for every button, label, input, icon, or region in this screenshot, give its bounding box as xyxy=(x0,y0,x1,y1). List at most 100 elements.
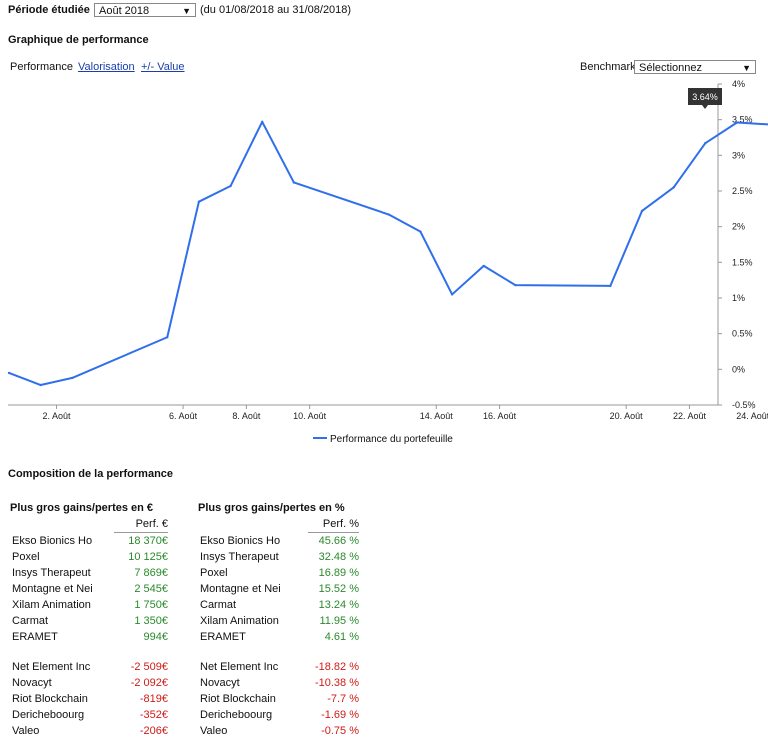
data-point[interactable] xyxy=(197,200,201,203)
y-tick-label: 1.5% xyxy=(732,257,753,267)
x-tick-label: 14. Août xyxy=(420,411,454,421)
row-value: 11.95 % xyxy=(319,615,359,627)
legend-item-portfolio[interactable]: Performance du portefeuille xyxy=(330,434,453,445)
row-value: 16.89 % xyxy=(318,567,359,579)
table-spacer xyxy=(12,645,168,659)
tab-valorisation[interactable]: Valorisation xyxy=(78,61,135,73)
row-value: 18 370€ xyxy=(128,535,168,547)
row-name[interactable]: Net Element Inc xyxy=(12,661,91,673)
data-point[interactable] xyxy=(166,336,169,339)
row-name[interactable]: Dericheboourg xyxy=(12,709,85,721)
row-value: 1 750€ xyxy=(134,599,168,611)
data-point[interactable] xyxy=(482,264,485,268)
data-point[interactable] xyxy=(704,142,707,145)
row-value: 10 125€ xyxy=(128,551,168,563)
series-line-performance xyxy=(8,120,768,387)
tab-performance[interactable]: Performance xyxy=(10,61,73,73)
data-point[interactable] xyxy=(7,371,11,375)
row-name[interactable]: Novacyt xyxy=(12,677,52,689)
row-name[interactable]: Insys Therapeut xyxy=(12,567,91,579)
table-row: Montagne et Nei 15.52 % xyxy=(200,581,359,597)
table-eur-title: Plus gros gains/pertes en € xyxy=(10,502,154,514)
row-name[interactable]: Ekso Bionics Ho xyxy=(200,534,281,547)
row-name[interactable]: Riot Blockchain xyxy=(12,693,88,705)
row-value: 45.66 % xyxy=(318,535,359,547)
period-select-value: Août 2018 xyxy=(99,5,150,17)
period-range: (du 01/08/2018 au 31/08/2018) xyxy=(200,4,352,16)
column-header: Perf. € xyxy=(114,516,168,533)
row-value: -2 092€ xyxy=(130,677,168,689)
row-name[interactable]: ERAMET xyxy=(12,631,58,643)
benchmark-select[interactable]: Sélectionnez ▼ xyxy=(634,60,756,74)
x-tick-label: 10. Août xyxy=(293,411,327,421)
table-row: Valeo -206€ xyxy=(12,723,168,739)
period-select[interactable]: Août 2018 ▼ xyxy=(94,3,196,17)
data-point[interactable] xyxy=(450,293,454,296)
row-value: 32.48 % xyxy=(318,551,359,563)
table-row: ERAMET 994€ xyxy=(12,629,168,645)
row-value: -819€ xyxy=(139,693,168,705)
table-row: Poxel 16.89 % xyxy=(200,565,359,581)
row-value: 7 869€ xyxy=(134,567,168,579)
x-tick-label: 24. Août xyxy=(736,411,768,421)
x-tick-label: 8. Août xyxy=(232,411,261,421)
data-point[interactable] xyxy=(71,376,74,380)
row-name[interactable]: ERAMET xyxy=(200,631,246,643)
table-row: Dericheboourg -1.69 % xyxy=(200,707,359,723)
table-row: Dericheboourg -352€ xyxy=(12,707,168,723)
row-value: 15.52 % xyxy=(318,583,359,595)
row-value: -10.38 % xyxy=(314,677,359,689)
row-name[interactable]: Valeo xyxy=(200,725,228,737)
table-row: Net Element Inc -2 509€ xyxy=(12,659,168,675)
table-pct: Perf. % Ekso Bionics Ho 45.66 % Insys Thera… xyxy=(200,516,359,739)
data-point[interactable] xyxy=(229,184,232,188)
period-label: Période étudiée : xyxy=(8,4,97,16)
data-point[interactable] xyxy=(609,284,612,288)
row-name[interactable]: Dericheboourg xyxy=(200,709,273,721)
data-point[interactable] xyxy=(292,181,296,184)
tab-plus-minus-value[interactable]: +/- Value xyxy=(141,61,185,73)
row-value: -0.75 % xyxy=(321,725,359,737)
data-point[interactable] xyxy=(387,213,390,216)
row-name[interactable]: Xilam Animation xyxy=(12,599,91,611)
table-row: Carmat 1 350€ xyxy=(12,613,168,629)
x-tick-label: 6. Août xyxy=(169,411,198,421)
table-row: Net Element Inc -18.82 % xyxy=(200,659,359,675)
data-point[interactable] xyxy=(735,121,739,124)
data-point[interactable] xyxy=(514,283,517,287)
data-point[interactable] xyxy=(672,186,675,189)
row-name[interactable]: Ekso Bionics Ho xyxy=(12,534,93,547)
table-row: Carmat 13.24 % xyxy=(200,597,359,613)
performance-chart: 4% 3.5% 3% 2.5% 2% 1.5% 1% 0.5% 0% -0.5% 2. Août 6… xyxy=(7,79,768,445)
row-name[interactable]: Poxel xyxy=(12,551,40,563)
data-point[interactable] xyxy=(640,209,644,213)
table-row: Novacyt -2 092€ xyxy=(12,675,168,691)
benchmark-select-value: Sélectionnez xyxy=(639,62,702,74)
row-name[interactable]: Insys Therapeut xyxy=(200,551,279,563)
row-value: 1 350€ xyxy=(134,615,168,627)
row-name[interactable]: Novacyt xyxy=(200,677,240,689)
row-value: 994€ xyxy=(143,631,168,643)
benchmark-label: Benchmark : xyxy=(580,61,642,73)
x-tick-label: 22. Août xyxy=(673,411,707,421)
row-name[interactable]: Poxel xyxy=(200,567,228,579)
row-name[interactable]: Montagne et Nei xyxy=(200,583,281,595)
table-row: Poxel 10 125€ xyxy=(12,549,168,565)
row-name[interactable]: Net Element Inc xyxy=(200,661,279,673)
row-value: 13.24 % xyxy=(318,599,359,611)
row-name[interactable]: Carmat xyxy=(200,599,237,611)
row-value: -206€ xyxy=(139,725,168,737)
data-point[interactable] xyxy=(419,230,422,233)
row-name[interactable]: Valeo xyxy=(12,725,40,737)
row-name[interactable]: Riot Blockchain xyxy=(200,693,276,705)
table-row: Xilam Animation 1 750€ xyxy=(12,597,168,613)
row-name[interactable]: Montagne et Nei xyxy=(12,583,93,595)
row-value: -352€ xyxy=(139,709,168,721)
x-tick-label: 16. Août xyxy=(483,411,517,421)
row-name[interactable]: Carmat xyxy=(12,615,49,627)
table-row: Ekso Bionics Ho 18 370€ xyxy=(12,533,168,550)
data-point[interactable] xyxy=(261,120,264,124)
table-pct-title: Plus gros gains/pertes en % xyxy=(198,502,345,514)
data-point[interactable] xyxy=(39,383,42,387)
row-name[interactable]: Xilam Animation xyxy=(200,615,279,627)
